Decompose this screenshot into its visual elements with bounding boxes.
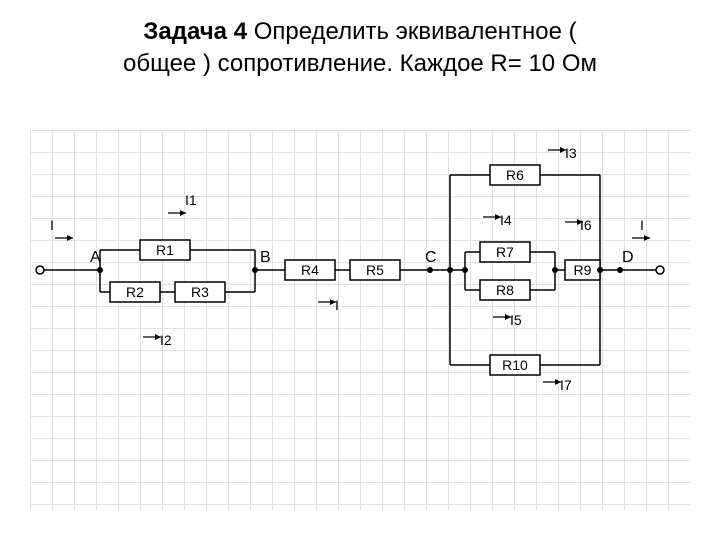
current-label: I4 xyxy=(500,212,512,228)
node-label-a: A xyxy=(90,249,101,266)
node-c xyxy=(427,267,433,273)
arrowhead-icon xyxy=(644,235,650,241)
terminal-tin xyxy=(36,266,44,274)
node-cj xyxy=(447,267,453,273)
current-label: I xyxy=(50,217,54,233)
resistor-label-r10: R10 xyxy=(502,357,528,373)
node-label-b: B xyxy=(260,249,271,266)
resistor-label-r4: R4 xyxy=(301,262,319,278)
node-a xyxy=(97,267,103,273)
resistor-label-r9: R9 xyxy=(574,262,592,278)
current-label: I6 xyxy=(580,217,592,233)
circuit-diagram: R1R2R3R4R5R6R7R8R9R10ABCDII1I2II3I4I5I6I… xyxy=(0,0,720,540)
resistor-label-r1: R1 xyxy=(156,242,174,258)
node-dj xyxy=(597,267,603,273)
current-label: I7 xyxy=(560,377,572,393)
node-p_in xyxy=(462,267,468,273)
arrowhead-icon xyxy=(67,235,73,241)
current-label: I xyxy=(335,297,339,313)
node-label-d: D xyxy=(622,249,634,266)
node-d xyxy=(617,267,623,273)
resistor-label-r3: R3 xyxy=(191,284,209,300)
resistor-label-r5: R5 xyxy=(366,262,384,278)
node-b xyxy=(252,267,258,273)
arrowhead-icon xyxy=(180,210,186,216)
node-p_out xyxy=(552,267,558,273)
node-label-c: C xyxy=(425,249,437,266)
terminal-tout xyxy=(656,266,664,274)
current-label: I5 xyxy=(510,312,522,328)
current-label: I1 xyxy=(185,192,197,208)
current-label: I2 xyxy=(160,332,172,348)
current-label: I3 xyxy=(565,145,577,161)
resistor-label-r6: R6 xyxy=(506,167,524,183)
current-label: I xyxy=(640,217,644,233)
resistor-label-r7: R7 xyxy=(496,244,514,260)
resistor-label-r8: R8 xyxy=(496,282,514,298)
resistor-label-r2: R2 xyxy=(126,284,144,300)
